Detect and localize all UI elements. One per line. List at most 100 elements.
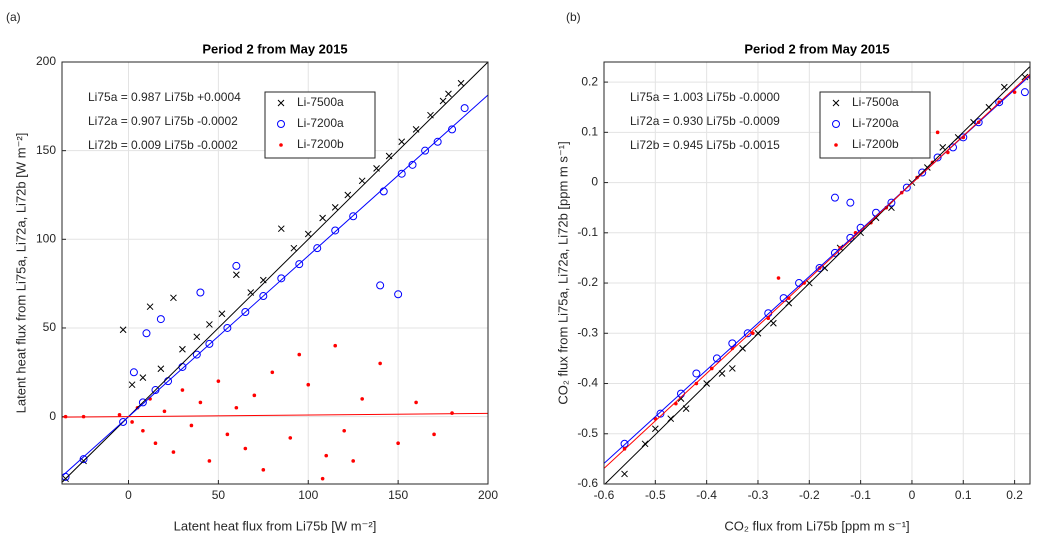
point bbox=[651, 425, 659, 433]
annotation: Li75a = 0.987 Li75b +0.0004 bbox=[88, 90, 241, 104]
chart-title: Period 2 from May 2015 bbox=[744, 41, 889, 56]
x-tick-label: -0.4 bbox=[696, 488, 717, 502]
point bbox=[277, 225, 285, 233]
point bbox=[324, 453, 329, 458]
annotation: Li75a = 1.003 Li75b -0.0000 bbox=[630, 90, 780, 104]
point bbox=[641, 440, 649, 448]
plot-content bbox=[62, 62, 488, 483]
point bbox=[130, 420, 134, 424]
x-tick-label: -0.5 bbox=[645, 488, 666, 502]
legend-label: Li-7200a bbox=[852, 116, 899, 130]
point bbox=[277, 274, 286, 283]
point bbox=[421, 146, 430, 155]
legend-marker bbox=[834, 143, 838, 147]
point bbox=[935, 130, 940, 135]
point bbox=[815, 263, 824, 272]
point bbox=[621, 470, 628, 478]
point bbox=[146, 303, 154, 311]
x-tick-label: 150 bbox=[388, 488, 408, 502]
point bbox=[192, 350, 201, 359]
legend-label: Li-7200a bbox=[297, 116, 344, 130]
x-tick-label: 200 bbox=[478, 488, 498, 502]
point bbox=[138, 398, 147, 407]
y-tick-label: 200 bbox=[36, 54, 56, 68]
point bbox=[376, 281, 385, 290]
annotation: Li72a = 0.930 Li75b -0.0009 bbox=[630, 114, 780, 128]
point bbox=[216, 379, 221, 383]
x-tick-label: -0.2 bbox=[799, 488, 820, 502]
y-axis-label: CO₂ flux from Li75a, Li72a, Li72b [ppm m… bbox=[555, 141, 570, 404]
point bbox=[830, 248, 839, 257]
point bbox=[887, 198, 896, 207]
point bbox=[1012, 90, 1017, 94]
legend-box bbox=[264, 91, 376, 159]
y-tick-label: 0 bbox=[49, 409, 56, 423]
point bbox=[358, 177, 366, 185]
point bbox=[331, 204, 339, 211]
point bbox=[360, 397, 364, 401]
point bbox=[667, 415, 675, 423]
point bbox=[949, 143, 958, 152]
axes-frame bbox=[603, 61, 1031, 485]
fit-line bbox=[604, 73, 1030, 469]
legend-label: Li-7200b bbox=[297, 137, 344, 151]
point bbox=[414, 400, 418, 405]
legend-label: Li-7500a bbox=[297, 95, 344, 109]
point bbox=[656, 409, 665, 418]
legend-label: Li-7500a bbox=[852, 95, 899, 109]
point bbox=[241, 308, 250, 317]
point bbox=[270, 370, 275, 375]
legend-marker bbox=[277, 120, 285, 128]
point bbox=[193, 333, 201, 341]
point bbox=[995, 98, 1004, 107]
point bbox=[198, 400, 203, 405]
x-tick-label: 0.2 bbox=[1006, 488, 1023, 502]
point bbox=[445, 90, 452, 98]
y-tick-label: -0.4 bbox=[577, 376, 598, 390]
y-axis-label: Latent heat flux from Li75a, Li72a, Li72… bbox=[13, 133, 28, 414]
point bbox=[939, 144, 947, 151]
panel-label: (a) bbox=[6, 10, 21, 24]
point bbox=[259, 292, 268, 301]
point bbox=[171, 450, 176, 454]
point bbox=[233, 271, 240, 279]
point bbox=[450, 411, 454, 415]
point bbox=[378, 361, 382, 366]
point bbox=[439, 97, 447, 105]
point bbox=[457, 79, 465, 87]
point bbox=[218, 310, 226, 318]
point bbox=[295, 260, 304, 269]
y-tick-label: 150 bbox=[36, 143, 56, 157]
point bbox=[433, 137, 442, 146]
point bbox=[234, 405, 239, 410]
fit-line bbox=[62, 412, 488, 418]
point bbox=[180, 388, 185, 392]
point bbox=[846, 198, 855, 207]
point bbox=[141, 429, 145, 433]
legend-label: Li-7200b bbox=[852, 137, 899, 151]
legend-marker bbox=[279, 143, 283, 147]
point bbox=[129, 368, 138, 377]
plot-content bbox=[604, 66, 1030, 484]
point bbox=[205, 339, 214, 348]
x-tick-label: 50 bbox=[212, 488, 226, 502]
y-tick-label: 100 bbox=[36, 231, 56, 245]
point bbox=[297, 352, 302, 357]
point bbox=[712, 354, 721, 363]
point bbox=[223, 323, 232, 332]
x-tick-label: 0 bbox=[125, 488, 132, 502]
point bbox=[728, 365, 736, 372]
point bbox=[142, 329, 151, 338]
x-axis-label: CO₂ flux from Li75b [ppm m s⁻¹] bbox=[724, 518, 909, 533]
point bbox=[179, 345, 186, 353]
point bbox=[398, 138, 406, 146]
point bbox=[974, 118, 983, 127]
y-tick-label: -0.1 bbox=[577, 225, 598, 239]
x-tick-label: -0.6 bbox=[594, 488, 615, 502]
point bbox=[933, 153, 942, 162]
point bbox=[432, 432, 436, 437]
point bbox=[830, 193, 839, 202]
point bbox=[313, 244, 322, 253]
